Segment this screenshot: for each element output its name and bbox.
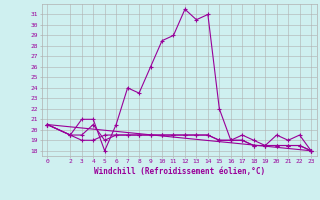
X-axis label: Windchill (Refroidissement éolien,°C): Windchill (Refroidissement éolien,°C) [94,167,265,176]
